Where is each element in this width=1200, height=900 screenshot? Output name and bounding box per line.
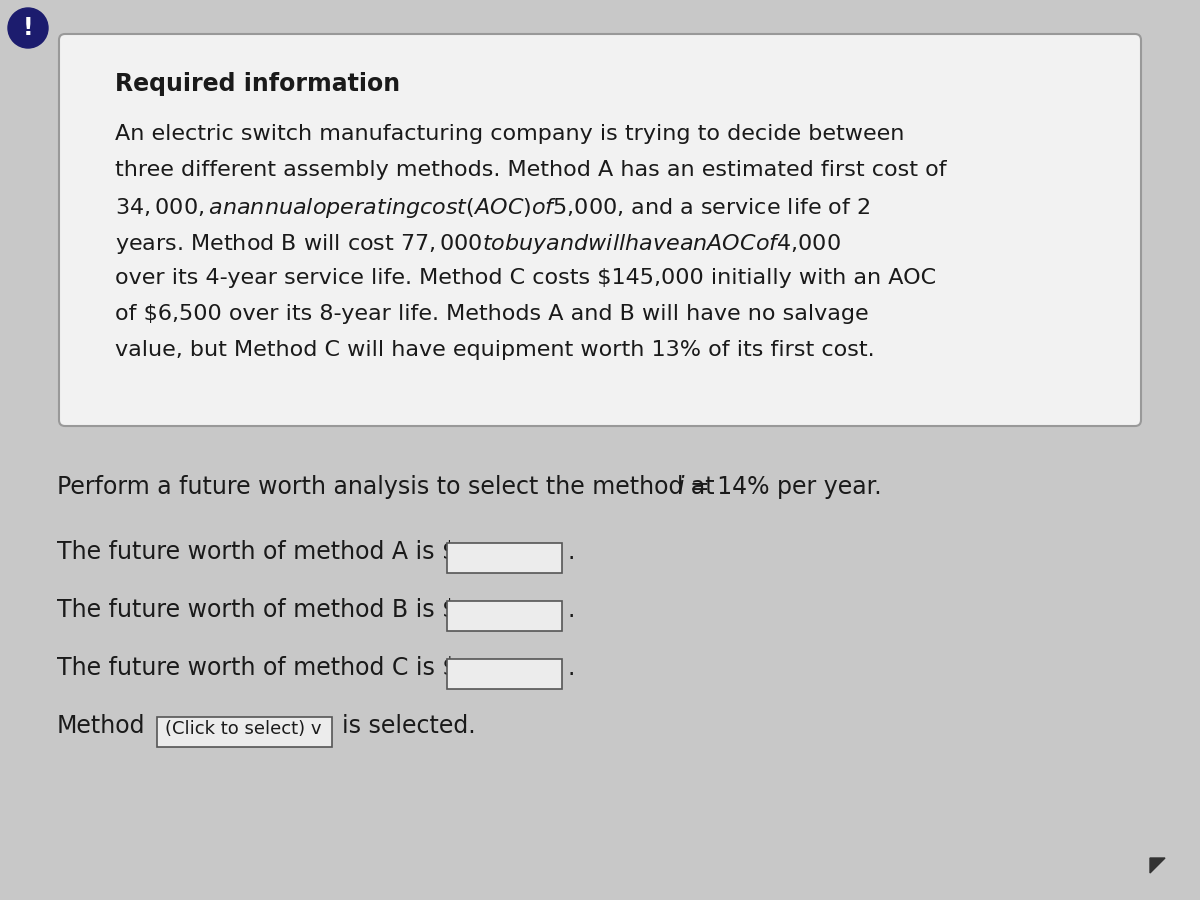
Text: value, but Method C will have equipment worth 13% of its first cost.: value, but Method C will have equipment … <box>115 340 875 360</box>
Text: = 14% per year.: = 14% per year. <box>690 475 882 499</box>
Bar <box>446 601 562 631</box>
Text: An electric switch manufacturing company is trying to decide between: An electric switch manufacturing company… <box>115 124 905 144</box>
Text: $34,000, an annual operating cost (AOC) of $5,000, and a service life of 2: $34,000, an annual operating cost (AOC) … <box>115 196 870 220</box>
Text: The future worth of method B is $: The future worth of method B is $ <box>58 598 457 622</box>
Text: over its 4-year service life. Method C costs $145,000 initially with an AOC: over its 4-year service life. Method C c… <box>115 268 936 288</box>
Text: three different assembly methods. Method A has an estimated first cost of: three different assembly methods. Method… <box>115 160 947 180</box>
Text: Perform a future worth analysis to select the method at: Perform a future worth analysis to selec… <box>58 475 722 499</box>
Text: (Click to select) v: (Click to select) v <box>166 720 322 738</box>
Text: The future worth of method A is $: The future worth of method A is $ <box>58 540 457 564</box>
Text: i: i <box>677 475 684 499</box>
Text: years. Method B will cost $77,000 to buy and will have an AOC of $4,000: years. Method B will cost $77,000 to buy… <box>115 232 841 256</box>
Text: !: ! <box>23 16 34 40</box>
Text: of $6,500 over its 8-year life. Methods A and B will have no salvage: of $6,500 over its 8-year life. Methods … <box>115 304 869 324</box>
Text: Required information: Required information <box>115 72 400 96</box>
Bar <box>446 543 562 573</box>
Bar <box>446 659 562 689</box>
Text: .: . <box>568 540 575 564</box>
Text: .: . <box>568 598 575 622</box>
FancyBboxPatch shape <box>59 34 1141 426</box>
Text: Method: Method <box>58 714 145 738</box>
Bar <box>157 717 332 747</box>
Text: is selected.: is selected. <box>342 714 475 738</box>
Circle shape <box>8 8 48 48</box>
Text: .: . <box>568 656 575 680</box>
Polygon shape <box>1150 858 1165 873</box>
Text: The future worth of method C is $: The future worth of method C is $ <box>58 656 457 680</box>
